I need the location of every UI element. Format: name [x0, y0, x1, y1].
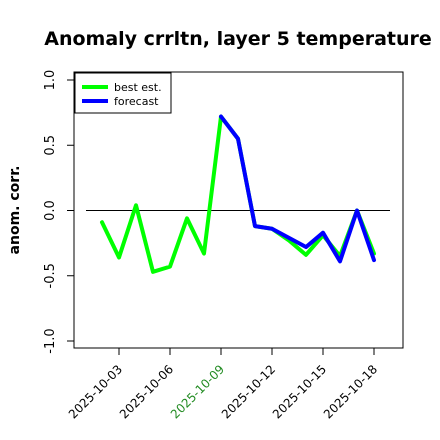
- y-tick-label: 1.0: [43, 70, 58, 91]
- x-tick-label: 2025-10-18: [321, 362, 380, 421]
- y-axis: -1.0 -0.5 0.0 0.5 1.0: [43, 70, 74, 354]
- x-tick-label: 2025-10-06: [117, 362, 176, 421]
- legend-box: [74, 72, 172, 114]
- y-tick-label: 0.5: [43, 135, 58, 156]
- legend-label-forecast: forecast: [114, 95, 159, 108]
- chart-title: Anomaly crrltn, layer 5 temperature: [44, 28, 432, 50]
- y-tick-label: -0.5: [43, 263, 58, 288]
- x-tick-label: 2025-10-12: [219, 362, 278, 421]
- x-axis: 2025-10-032025-10-062025-10-092025-10-12…: [66, 348, 380, 421]
- legend: best est. forecast: [74, 72, 172, 114]
- x-tick-label: 2025-10-09: [168, 362, 227, 421]
- series-line-forecast: [219, 114, 376, 264]
- legend-label-best-est: best est.: [114, 81, 162, 94]
- y-tick-label: -1.0: [43, 328, 58, 353]
- x-tick-label: 2025-10-03: [66, 362, 125, 421]
- series-group: [100, 114, 376, 274]
- y-tick-label: 0.0: [43, 200, 58, 221]
- x-tick-label: 2025-10-15: [270, 362, 329, 421]
- y-axis-label: anom. corr.: [7, 166, 23, 255]
